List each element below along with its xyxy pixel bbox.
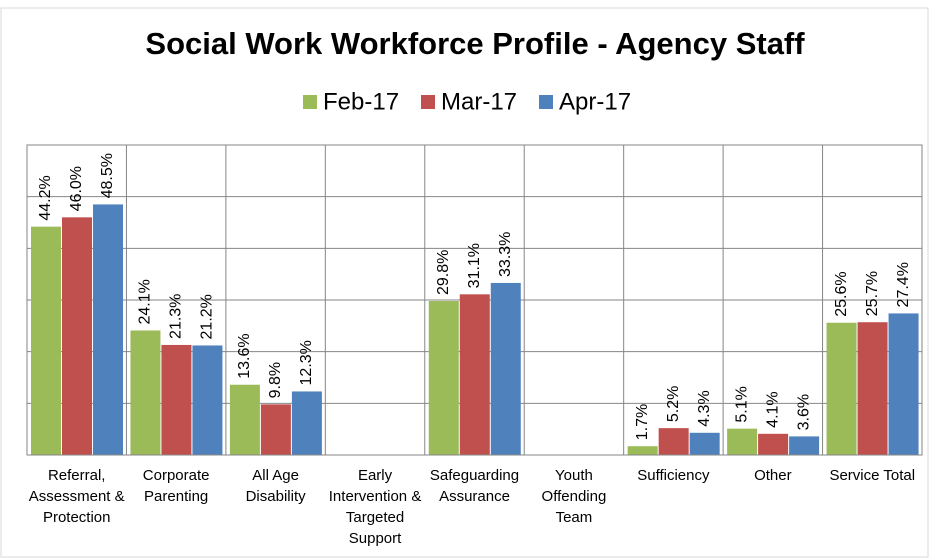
data-label: 1.7% <box>634 404 651 440</box>
bar <box>161 344 192 455</box>
bar <box>192 345 223 455</box>
x-tick-label: All Age Disability <box>245 467 306 505</box>
bar <box>229 384 260 455</box>
data-label: 25.7% <box>864 271 881 316</box>
bar <box>93 204 123 455</box>
data-label: 5.1% <box>733 386 750 422</box>
x-tick-label: Early Intervention & Targeted Support <box>328 467 422 547</box>
bar <box>727 428 758 455</box>
data-label: 48.5% <box>99 153 116 198</box>
bar <box>689 432 720 455</box>
bar <box>31 226 61 455</box>
bar <box>428 301 459 455</box>
data-label: 4.1% <box>764 391 781 427</box>
data-label: 24.1% <box>137 279 154 324</box>
legend-swatch <box>421 95 435 109</box>
legend-label: Apr-17 <box>559 88 631 115</box>
legend-label: Mar-17 <box>441 88 517 115</box>
bar <box>857 322 888 455</box>
data-label: 33.3% <box>497 232 514 277</box>
legend-swatch <box>539 95 553 109</box>
bar <box>627 446 658 455</box>
data-label: 25.6% <box>833 271 850 316</box>
data-label: 44.2% <box>37 175 54 220</box>
data-label: 4.3% <box>696 390 713 426</box>
plot-border <box>26 144 923 456</box>
data-label: 3.6% <box>795 394 812 430</box>
bar <box>459 294 490 455</box>
chart-title: Social Work Workforce Profile - Agency S… <box>145 26 805 61</box>
data-label: 31.1% <box>466 243 483 288</box>
data-label: 5.2% <box>665 386 682 422</box>
x-tick-label: Service Total <box>829 467 916 484</box>
x-tick-label: Corporate Parenting <box>142 467 210 505</box>
bar <box>291 391 322 455</box>
data-label: 9.8% <box>267 362 284 398</box>
bar <box>658 428 689 455</box>
data-label: 46.0% <box>68 166 85 211</box>
data-label: 13.6% <box>236 333 253 378</box>
bar <box>888 313 919 455</box>
x-tick-label: Youth Offending Team <box>541 467 607 526</box>
x-tick-label: Safeguarding Assurance <box>429 467 520 505</box>
x-tick-label: Sufficiency <box>637 467 710 484</box>
chart-frame <box>0 7 929 558</box>
bar <box>130 330 161 455</box>
data-label: 12.3% <box>298 340 315 385</box>
bar <box>62 217 92 455</box>
bar <box>826 322 857 455</box>
data-label: 27.4% <box>895 262 912 307</box>
data-label: 21.3% <box>168 294 185 339</box>
bar <box>490 282 521 455</box>
legend-swatch <box>303 95 317 109</box>
data-label: 29.8% <box>435 250 452 295</box>
legend-label: Feb-17 <box>323 88 399 115</box>
bar <box>789 436 820 455</box>
bar <box>758 433 789 455</box>
x-tick-label: Referral, Assessment & Protection <box>28 467 125 526</box>
bar <box>260 404 291 455</box>
data-label: 21.2% <box>199 294 216 339</box>
x-tick-label: Other <box>754 467 792 484</box>
